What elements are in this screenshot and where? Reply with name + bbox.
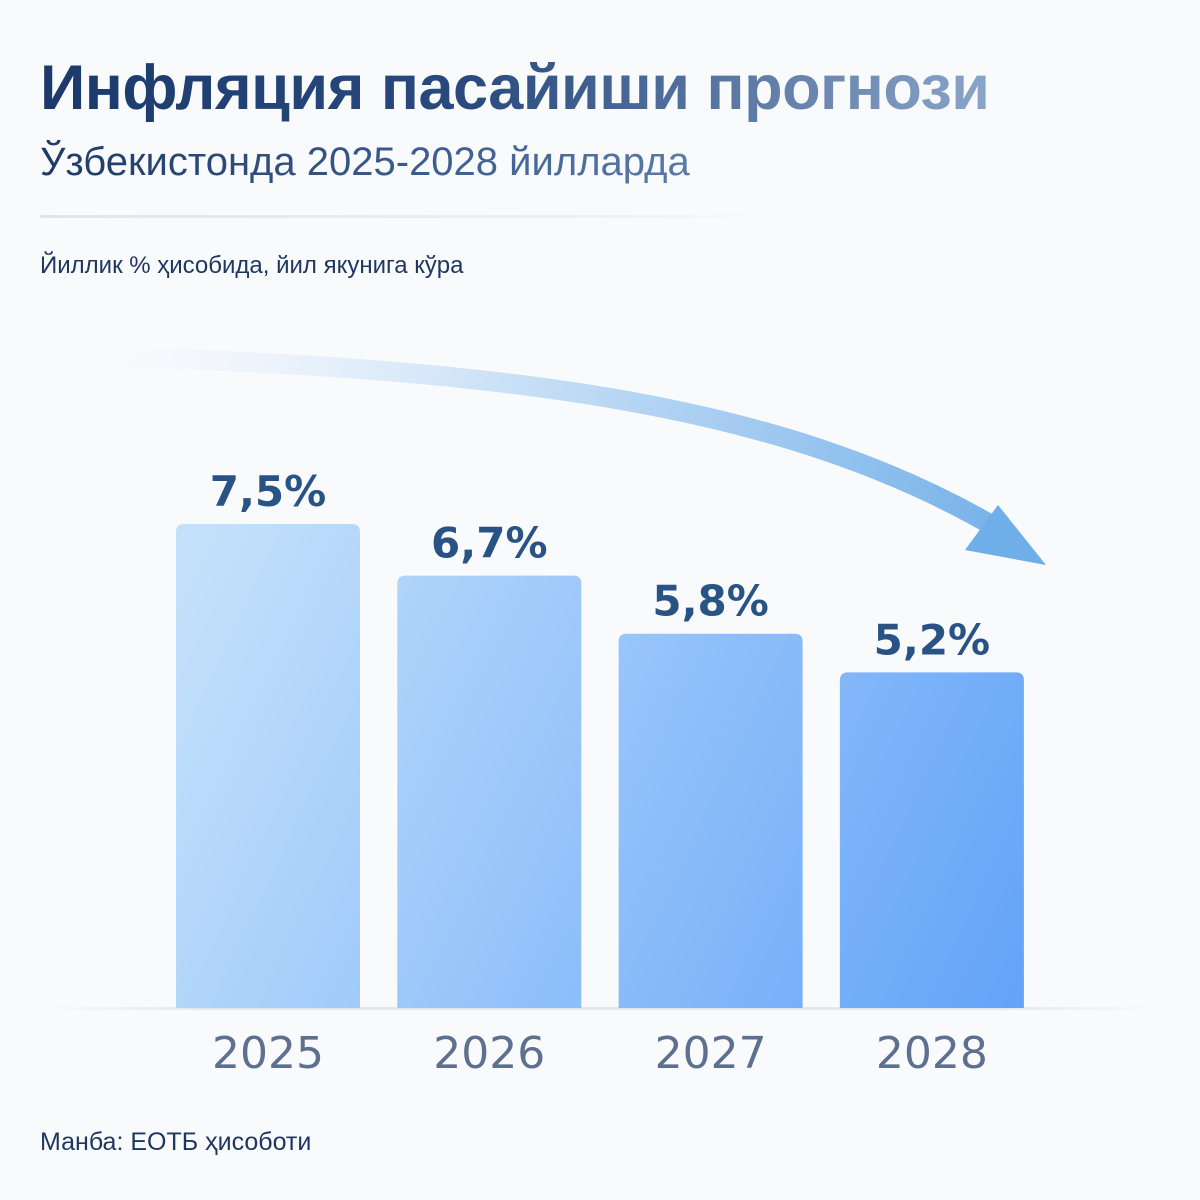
x-tick-label: 2025 — [212, 1028, 324, 1079]
data-label: 7,5% — [210, 467, 326, 516]
baseline — [40, 1007, 1160, 1010]
page-title: Инфляция пасайиши прогнози — [40, 53, 990, 123]
x-tick-label: 2027 — [655, 1028, 767, 1079]
bar-2025 — [176, 524, 360, 1008]
bar-2027 — [618, 633, 803, 1008]
data-label: 5,2% — [874, 615, 990, 664]
bar-2028 — [839, 672, 1024, 1008]
x-tick-label: 2028 — [876, 1028, 988, 1079]
unit-note: Йиллик % ҳисобида, йил якунига кўра — [40, 252, 464, 279]
x-tick-label: 2026 — [433, 1028, 545, 1079]
bar-2026 — [397, 575, 582, 1008]
trend-arrow — [109, 346, 1046, 565]
divider — [40, 215, 770, 218]
source-note: Манба: ЕОТБ ҳисоботи — [40, 1128, 312, 1156]
data-label: 5,8% — [652, 577, 768, 626]
page-subtitle: Ўзбекистонда 2025-2028 йилларда — [40, 140, 690, 184]
data-label: 6,7% — [431, 519, 547, 568]
